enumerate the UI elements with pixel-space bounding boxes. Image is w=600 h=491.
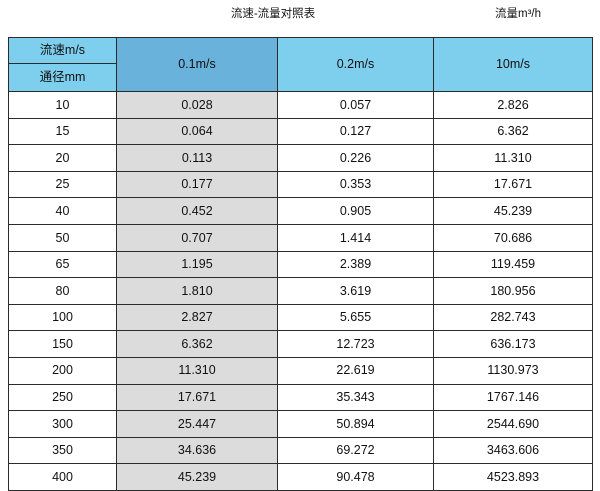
cell-nominal-diameter: 65 (8, 250, 117, 279)
cell-nominal-diameter: 350 (8, 436, 117, 465)
cell-flow-value-2: 0.905 (277, 197, 434, 225)
cell-flow-value-2: 0.353 (277, 170, 434, 199)
cell-flow-value-3: 17.671 (433, 170, 593, 199)
corner-header-diameter-label: 通径mm (8, 63, 117, 92)
table-row: 40 0.452 0.905 45.239 (8, 197, 593, 225)
cell-flow-value-1: 45.239 (116, 463, 278, 491)
cell-flow-value-3: 3463.606 (433, 436, 593, 465)
captions-bar: 流速-流量对照表 流量m³/h (0, 6, 600, 30)
table-row: 10 0.028 0.057 2.826 (8, 91, 593, 119)
cell-nominal-diameter: 40 (8, 197, 117, 225)
column-header-velocity-1: 0.1m/s (116, 37, 278, 92)
cell-flow-value-2: 5.655 (277, 303, 434, 332)
flow-rate-reference-page: 流速-流量对照表 流量m³/h 流速m/s 0.1m/s 0.2m/s 10m/… (0, 6, 600, 491)
cell-flow-value-3: 1767.146 (433, 383, 593, 412)
cell-nominal-diameter: 400 (8, 463, 117, 491)
cell-flow-value-3: 6.362 (433, 117, 593, 146)
cell-flow-value-3: 70.686 (433, 223, 593, 252)
cell-flow-value-3: 1130.973 (433, 356, 593, 385)
unit-title: 流量m³/h (495, 8, 541, 20)
cell-flow-value-2: 90.478 (277, 463, 434, 491)
flow-table-container: 流速m/s 0.1m/s 0.2m/s 10m/s 通径mm 10 0.028 0.… (8, 37, 593, 491)
table-row: 150 6.362 12.723 636.173 (8, 330, 593, 358)
cell-flow-value-1: 0.028 (116, 91, 278, 119)
cell-nominal-diameter: 20 (8, 144, 117, 172)
table-row: 20 0.113 0.226 11.310 (8, 144, 593, 172)
cell-flow-value-2: 12.723 (277, 330, 434, 358)
table-row: 250 17.671 35.343 1767.146 (8, 383, 593, 412)
cell-nominal-diameter: 50 (8, 223, 117, 252)
cell-flow-value-1: 2.827 (116, 303, 278, 332)
cell-flow-value-1: 25.447 (116, 410, 278, 438)
cell-nominal-diameter: 100 (8, 303, 117, 332)
cell-flow-value-3: 180.956 (433, 277, 593, 305)
table-row: 65 1.195 2.389 119.459 (8, 250, 593, 279)
cell-flow-value-3: 636.173 (433, 330, 593, 358)
cell-nominal-diameter: 15 (8, 117, 117, 146)
flow-rate-table: 流速m/s 0.1m/s 0.2m/s 10m/s 通径mm 10 0.028 0.… (8, 37, 593, 491)
cell-nominal-diameter: 150 (8, 330, 117, 358)
cell-flow-value-3: 4523.893 (433, 463, 593, 491)
table-body: 10 0.028 0.057 2.826 15 0.064 0.127 6.362 20 0.11… (8, 91, 593, 491)
cell-flow-value-1: 0.113 (116, 144, 278, 172)
header-row-bottom: 通径mm (8, 63, 593, 92)
cell-flow-value-2: 0.127 (277, 117, 434, 146)
cell-flow-value-1: 17.671 (116, 383, 278, 412)
cell-flow-value-3: 45.239 (433, 197, 593, 225)
cell-flow-value-1: 1.195 (116, 250, 278, 279)
cell-flow-value-2: 50.894 (277, 410, 434, 438)
table-row: 400 45.239 90.478 4523.893 (8, 463, 593, 491)
table-row: 100 2.827 5.655 282.743 (8, 303, 593, 332)
cell-flow-value-1: 1.810 (116, 277, 278, 305)
cell-flow-value-2: 35.343 (277, 383, 434, 412)
cell-flow-value-2: 0.226 (277, 144, 434, 172)
cell-flow-value-2: 0.057 (277, 91, 434, 119)
header-row-top: 流速m/s 0.1m/s 0.2m/s 10m/s (8, 37, 593, 92)
column-header-velocity-2: 0.2m/s (277, 37, 434, 92)
cell-flow-value-1: 6.362 (116, 330, 278, 358)
table-row: 200 11.310 22.619 1130.973 (8, 356, 593, 385)
table-row: 300 25.447 50.894 2544.690 (8, 410, 593, 438)
cell-flow-value-2: 1.414 (277, 223, 434, 252)
cell-flow-value-3: 2544.690 (433, 410, 593, 438)
cell-flow-value-2: 2.389 (277, 250, 434, 279)
cell-flow-value-2: 22.619 (277, 356, 434, 385)
cell-flow-value-3: 119.459 (433, 250, 593, 279)
cell-flow-value-2: 69.272 (277, 436, 434, 465)
cell-flow-value-2: 3.619 (277, 277, 434, 305)
table-row: 80 1.810 3.619 180.956 (8, 277, 593, 305)
cell-nominal-diameter: 300 (8, 410, 117, 438)
cell-flow-value-1: 0.064 (116, 117, 278, 146)
cell-nominal-diameter: 10 (8, 91, 117, 119)
cell-nominal-diameter: 25 (8, 170, 117, 199)
table-row: 15 0.064 0.127 6.362 (8, 117, 593, 146)
table-row: 25 0.177 0.353 17.671 (8, 170, 593, 199)
cell-flow-value-3: 2.826 (433, 91, 593, 119)
column-header-velocity-3: 10m/s (433, 37, 593, 92)
cell-nominal-diameter: 250 (8, 383, 117, 412)
cell-flow-value-1: 34.636 (116, 436, 278, 465)
table-head: 流速m/s 0.1m/s 0.2m/s 10m/s 通径mm (8, 37, 593, 92)
cell-nominal-diameter: 80 (8, 277, 117, 305)
page-title: 流速-流量对照表 (230, 8, 316, 20)
cell-flow-value-1: 0.452 (116, 197, 278, 225)
corner-header-velocity-label: 流速m/s (8, 37, 117, 64)
cell-flow-value-1: 11.310 (116, 356, 278, 385)
cell-flow-value-3: 11.310 (433, 144, 593, 172)
table-row: 50 0.707 1.414 70.686 (8, 223, 593, 252)
table-row: 350 34.636 69.272 3463.606 (8, 436, 593, 465)
cell-flow-value-1: 0.177 (116, 170, 278, 199)
cell-flow-value-3: 282.743 (433, 303, 593, 332)
cell-flow-value-1: 0.707 (116, 223, 278, 252)
cell-nominal-diameter: 200 (8, 356, 117, 385)
